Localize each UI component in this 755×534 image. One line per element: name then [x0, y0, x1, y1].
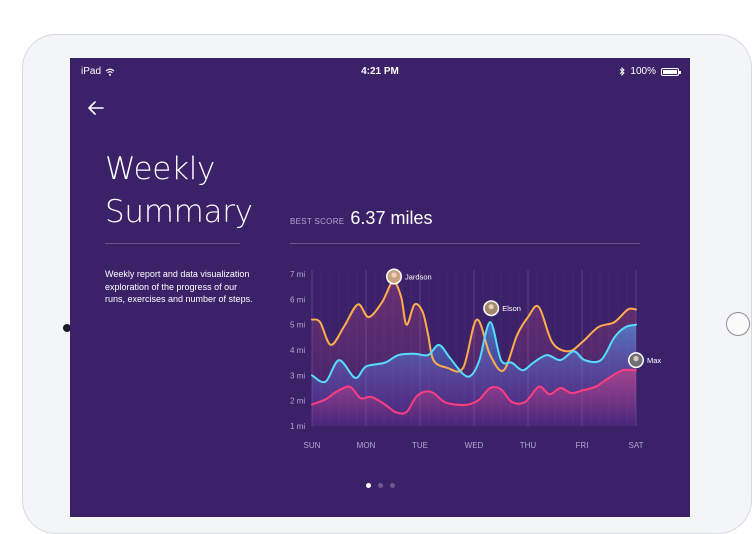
- y-tick-label: 3 mi: [290, 371, 305, 380]
- best-score-label: BEST SCORE: [290, 217, 345, 226]
- series-line: [311, 280, 637, 373]
- y-tick-label: 1 mi: [290, 422, 305, 431]
- avatar-face: [391, 272, 397, 278]
- page-title: Weekly Summary: [105, 148, 253, 234]
- avatar-jardson[interactable]: Jardson: [386, 268, 432, 285]
- front-camera: [63, 324, 71, 332]
- avatar-elson[interactable]: Elson: [483, 300, 521, 317]
- x-tick-label: WED: [465, 441, 484, 450]
- avatar-max[interactable]: Max: [628, 352, 661, 369]
- page-dot[interactable]: [377, 483, 383, 488]
- y-tick-label: 4 mi: [290, 346, 305, 355]
- description-text: Weekly report and data visualization exp…: [105, 269, 253, 304]
- title-line-1: Weekly: [105, 151, 216, 187]
- battery-percent: 100%: [630, 66, 656, 77]
- status-left: iPad: [81, 66, 115, 77]
- app-screen: iPad 4:21 PM 100% Weekly Summary Weekly …: [70, 58, 690, 517]
- home-button[interactable]: [726, 312, 750, 336]
- status-right: 100%: [619, 66, 681, 77]
- device-name: iPad: [81, 66, 102, 77]
- y-tick-label: 6 mi: [290, 295, 305, 304]
- back-button[interactable]: [84, 96, 108, 120]
- y-tick-label: 5 mi: [290, 321, 305, 330]
- bluetooth-icon: [620, 67, 626, 76]
- series-area: [312, 369, 636, 426]
- battery-icon: [661, 67, 681, 76]
- title-divider: [105, 243, 240, 244]
- x-tick-label: TUE: [412, 441, 428, 450]
- title-line-2: Summary: [105, 194, 253, 230]
- avatar-face: [633, 356, 639, 362]
- x-tick-label: FRI: [576, 441, 589, 450]
- y-tick-label: 7 mi: [290, 270, 305, 279]
- page-dot[interactable]: [365, 483, 371, 488]
- annotation-label: Max: [647, 356, 661, 365]
- page-dot[interactable]: [389, 483, 395, 488]
- x-tick-label: THU: [520, 441, 537, 450]
- series-line: [311, 321, 637, 384]
- annotation-label: Elson: [502, 304, 521, 313]
- best-score-value: 6.37 miles: [350, 208, 433, 228]
- status-bar: iPad 4:21 PM 100%: [70, 58, 690, 84]
- annotation-label: Jardson: [405, 273, 432, 282]
- status-time: 4:21 PM: [361, 66, 399, 77]
- series-line: [311, 368, 637, 415]
- y-tick-label: 2 mi: [290, 397, 305, 406]
- arrow-left-icon: [88, 101, 104, 115]
- weekly-distance-chart: 1 mi 2 mi 3 mi 4 mi 5 mi 6 mi 7 mi SUN MON TUE WED…: [290, 268, 661, 450]
- wifi-icon: [105, 68, 115, 76]
- x-tick-label: MON: [357, 441, 376, 450]
- x-tick-label: SUN: [304, 441, 321, 450]
- best-score: BEST SCORE 6.37 miles: [290, 208, 432, 229]
- page-indicator[interactable]: [70, 483, 690, 488]
- x-tick-label: SAT: [629, 441, 644, 450]
- avatar-face: [488, 304, 494, 310]
- score-divider: [290, 243, 640, 244]
